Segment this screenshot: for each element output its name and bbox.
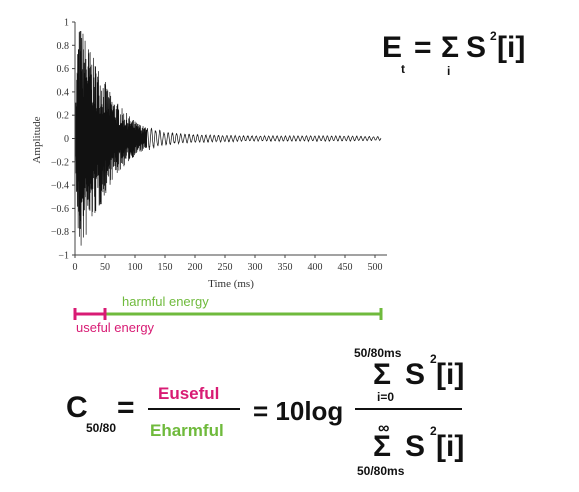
x-tick-label: 200 <box>188 262 203 273</box>
useful-energy-label: useful energy <box>76 320 155 335</box>
x-tick-label: 150 <box>158 262 173 273</box>
x-tick-label: 50 <box>100 262 110 273</box>
y-tick-label: −0.8 <box>51 227 69 238</box>
numerator-signal-s: S <box>405 358 426 391</box>
x-tick-label: 500 <box>368 262 383 273</box>
y-tick-label: 0 <box>64 134 69 145</box>
y-tick-label: 0.4 <box>57 87 70 98</box>
x-tick-label: 100 <box>128 262 143 273</box>
x-axis: 0 50 100 150 200 250 300 350 400 450 500 <box>73 254 387 273</box>
denominator-sigma: Σ <box>373 430 392 463</box>
numerator-lower-index: i=0 <box>377 390 395 404</box>
signal-line <box>74 30 382 246</box>
denominator-signal-s: S <box>405 430 426 463</box>
x-tick-label: 350 <box>278 262 293 273</box>
y-tick-label: −0.6 <box>51 204 69 215</box>
signal-series <box>74 30 382 246</box>
denominator-index: [i] <box>436 430 465 463</box>
y-tick-label: 0.8 <box>57 41 70 52</box>
denominator-square: 2 <box>430 424 437 438</box>
y-tick-label: 1 <box>64 18 69 29</box>
numerator-upper-limit: 50/80ms <box>354 346 402 360</box>
y-tick-label: −0.2 <box>51 157 69 168</box>
x-tick-label: 450 <box>338 262 353 273</box>
harmful-energy-label: harmful energy <box>122 294 209 309</box>
energy-equals: = <box>414 31 432 64</box>
x-tick-label: 0 <box>73 262 78 273</box>
x-tick-label: 300 <box>248 262 263 273</box>
log-term: = 10log <box>253 396 344 426</box>
clarity-symbol: C <box>66 391 88 424</box>
useful-energy-term: Euseful <box>158 384 220 403</box>
y-tick-label: −1 <box>58 251 69 262</box>
energy-square: 2 <box>490 29 497 43</box>
x-tick-label: 250 <box>218 262 233 273</box>
x-axis-label: Time (ms) <box>208 278 254 290</box>
y-axis: 1 0.8 0.6 0.4 0.2 0 −0.2 −0.4 −0.6 −0.8 −1 <box>51 18 76 262</box>
numerator-sigma: Σ <box>373 358 392 391</box>
numerator-square: 2 <box>430 352 437 366</box>
y-tick-label: 0.2 <box>57 111 70 122</box>
energy-timeline: harmful energy useful energy <box>73 294 383 335</box>
energy-symbol: E <box>382 31 403 64</box>
y-axis-label: Amplitude <box>31 116 43 163</box>
x-tick-label: 400 <box>308 262 323 273</box>
clarity-subscript: 50/80 <box>86 421 117 435</box>
y-tick-label: −0.4 <box>51 181 69 192</box>
y-tick-label: 0.6 <box>57 64 70 75</box>
clarity-equals: = <box>117 391 135 424</box>
numerator-index: [i] <box>436 358 465 391</box>
energy-sigma: Σ <box>441 31 460 64</box>
energy-subscript-t: t <box>401 62 405 76</box>
denominator-infinity: ∞ <box>378 420 390 437</box>
denominator-lower-limit: 50/80ms <box>357 464 405 478</box>
energy-index: [i] <box>497 31 526 64</box>
harmful-energy-term: Eharmful <box>150 421 224 440</box>
energy-sum-index: i <box>447 64 451 78</box>
energy-signal-s: S <box>466 31 487 64</box>
plot-area: 1 0.8 0.6 0.4 0.2 0 −0.2 −0.4 −0.6 −0.8 −1 0 50 100 1… <box>31 18 387 290</box>
